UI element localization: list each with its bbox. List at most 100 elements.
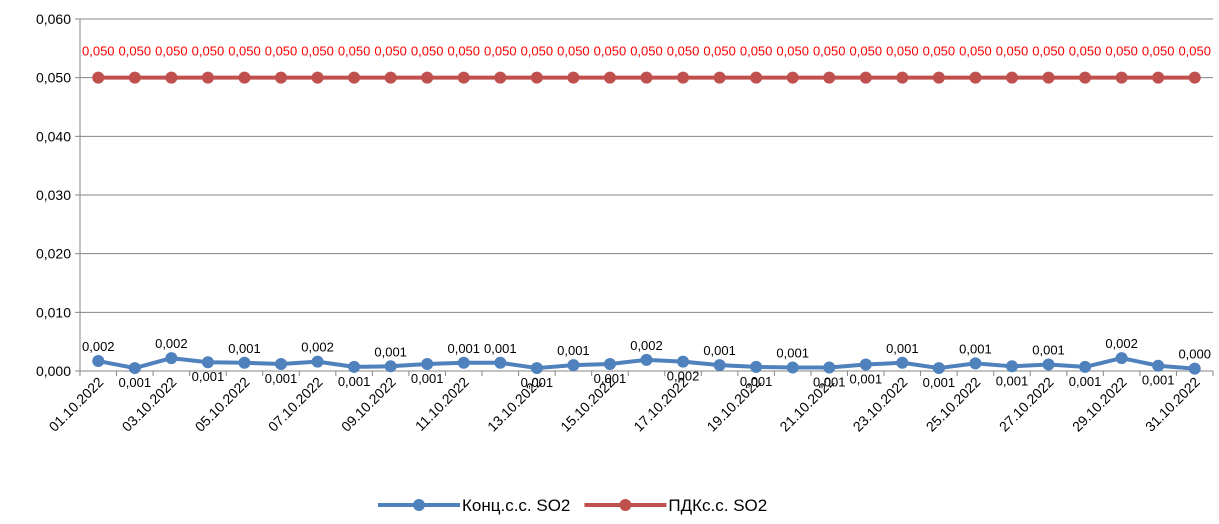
data-point: [311, 355, 324, 368]
y-axis-tick-labels: 0,000 0,010 0,020 0,030 0,040 0,050 0,060: [36, 11, 71, 379]
y-tick-label: 0,040: [36, 128, 71, 144]
data-label: 0,050: [1178, 44, 1211, 59]
data-point: [421, 71, 434, 84]
y-tick-label: 0,060: [36, 11, 71, 27]
data-label: 0,050: [521, 44, 554, 59]
axes: [75, 18, 1214, 376]
y-tick-label: 0,030: [36, 187, 71, 203]
data-label: 0,002: [155, 336, 188, 351]
data-point: [530, 71, 543, 84]
data-point: [969, 71, 982, 84]
data-label: 0,001: [886, 341, 919, 356]
data-label: 0,050: [301, 44, 334, 59]
data-label: 0,001: [265, 371, 298, 386]
data-point: [201, 356, 214, 369]
data-label: 0,002: [630, 338, 663, 353]
data-point: [128, 362, 141, 375]
data-point: [1005, 360, 1018, 373]
y-tick-label: 0,020: [36, 246, 71, 262]
data-label: 0,001: [594, 371, 627, 386]
x-tick-label: 01.10.2022: [46, 374, 107, 435]
data-labels: 0,0020,0010,0020,0010,0010,0010,0020,001…: [82, 44, 1211, 390]
data-label: 0,001: [813, 374, 846, 389]
data-point: [1115, 71, 1128, 84]
data-label: 0,050: [1032, 44, 1065, 59]
data-point: [530, 362, 543, 375]
data-label: 0,050: [594, 44, 627, 59]
data-point: [1079, 360, 1092, 373]
data-point: [165, 352, 178, 365]
data-label: 0,050: [996, 44, 1029, 59]
data-label: 0,050: [119, 44, 152, 59]
data-label: 0,001: [557, 343, 590, 358]
data-label: 0,050: [557, 44, 590, 59]
data-label: 0,050: [411, 44, 444, 59]
data-point: [311, 71, 324, 84]
data-label: 0,050: [1069, 44, 1102, 59]
data-point: [750, 71, 763, 84]
data-point: [823, 361, 836, 374]
data-point: [1115, 352, 1128, 365]
data-point: [238, 356, 251, 369]
data-label: 0,050: [265, 44, 298, 59]
data-label: 0,001: [776, 345, 809, 360]
data-label: 0,050: [1142, 44, 1175, 59]
data-point: [348, 71, 361, 84]
data-label: 0,050: [959, 44, 992, 59]
data-label: 0,001: [119, 375, 152, 390]
data-label: 0,001: [996, 373, 1029, 388]
data-point: [786, 71, 799, 84]
data-point: [859, 71, 872, 84]
data-label: 0,001: [1142, 373, 1175, 388]
data-label: 0,050: [82, 44, 115, 59]
data-label: 0,001: [228, 341, 261, 356]
data-point: [1042, 71, 1055, 84]
data-point: [603, 71, 616, 84]
data-point: [1005, 71, 1018, 84]
data-label: 0,050: [923, 44, 956, 59]
data-label: 0,050: [192, 44, 225, 59]
data-point: [494, 71, 507, 84]
data-label: 0,050: [850, 44, 883, 59]
legend-marker-2: [619, 499, 632, 511]
data-label: 0,001: [923, 375, 956, 390]
data-label: 0,050: [338, 44, 371, 59]
data-point: [384, 360, 397, 373]
data-point: [896, 71, 909, 84]
y-tick-label: 0,050: [36, 70, 71, 86]
data-point: [859, 358, 872, 371]
data-point: [1152, 359, 1165, 372]
data-point: [823, 71, 836, 84]
series-lines: [92, 71, 1201, 375]
data-point: [677, 355, 690, 368]
data-label: 0,050: [886, 44, 919, 59]
data-label: 0,001: [192, 369, 225, 384]
y-tick-label: 0,000: [36, 363, 71, 379]
data-point: [567, 71, 580, 84]
data-point: [932, 71, 945, 84]
data-point: [1188, 71, 1201, 84]
data-label: 0,050: [740, 44, 773, 59]
data-point: [932, 362, 945, 375]
data-label: 0,001: [447, 341, 480, 356]
data-point: [677, 71, 690, 84]
data-point: [384, 71, 397, 84]
data-label: 0,001: [411, 371, 444, 386]
legend-marker-1: [413, 499, 425, 511]
data-label: 0,001: [1032, 343, 1065, 358]
data-point: [165, 71, 178, 84]
data-point: [201, 71, 214, 84]
data-label: 0,001: [703, 343, 736, 358]
data-label: 0,002: [1105, 336, 1138, 351]
data-point: [640, 71, 653, 84]
data-label: 0,050: [703, 44, 736, 59]
data-label: 0,050: [484, 44, 517, 59]
data-point: [457, 356, 470, 369]
data-label: 0,050: [374, 44, 407, 59]
data-label: 0,001: [338, 374, 371, 389]
data-point: [896, 356, 909, 369]
data-label: 0,050: [776, 44, 809, 59]
data-label: 0,001: [484, 341, 517, 356]
data-point: [494, 356, 507, 369]
data-point: [640, 353, 653, 366]
